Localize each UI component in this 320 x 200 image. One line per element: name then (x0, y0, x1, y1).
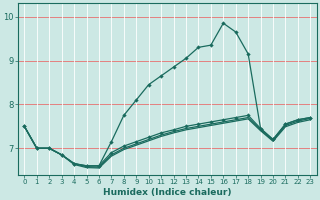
X-axis label: Humidex (Indice chaleur): Humidex (Indice chaleur) (103, 188, 232, 197)
